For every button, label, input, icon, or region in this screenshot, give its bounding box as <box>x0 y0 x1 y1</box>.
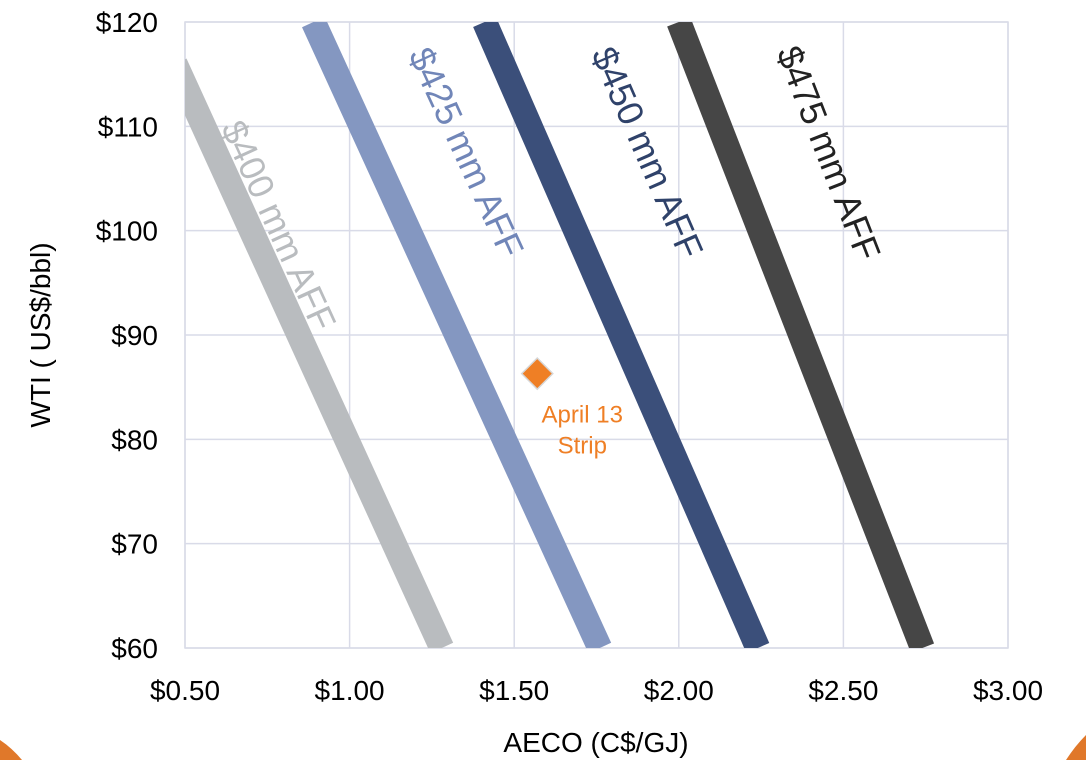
series-band <box>185 58 454 648</box>
x-tick-label: $2.00 <box>644 675 714 706</box>
y-tick-label: $80 <box>111 424 158 455</box>
x-tick-label: $3.00 <box>973 675 1043 706</box>
x-axis-title: AECO (C$/GJ) <box>503 727 688 758</box>
bands <box>185 22 935 648</box>
corner-decoration-right <box>1066 735 1086 760</box>
point-label-line2: Strip <box>558 433 607 460</box>
y-tick-label: $100 <box>96 216 158 247</box>
y-tick-label: $120 <box>96 7 158 38</box>
y-tick-label: $110 <box>98 111 158 142</box>
series-label: $475 mm AFF <box>769 40 889 266</box>
points: April 13 Strip <box>520 356 623 460</box>
x-tick-label: $1.00 <box>315 675 385 706</box>
axes: $60 $70 $80 $90 $100 $110 $120 $0.50 $1.00 $1.50 $… <box>96 7 1043 706</box>
y-axis-title: WTI ( US$/bbl) <box>25 242 56 427</box>
corner-decoration-left <box>0 740 22 760</box>
y-tick-label: $90 <box>111 320 158 351</box>
point-label-line1: April 13 <box>542 402 623 429</box>
x-tick-label: $2.50 <box>808 675 878 706</box>
series-band <box>302 22 612 648</box>
data-point-marker <box>520 356 554 391</box>
series-band <box>473 22 770 648</box>
grid <box>184 21 1009 649</box>
series-band <box>667 22 935 648</box>
y-tick-label: $70 <box>111 529 158 560</box>
x-tick-label: $1.50 <box>479 675 549 706</box>
y-tick-label: $60 <box>111 633 158 664</box>
x-tick-label: $0.50 <box>150 675 220 706</box>
